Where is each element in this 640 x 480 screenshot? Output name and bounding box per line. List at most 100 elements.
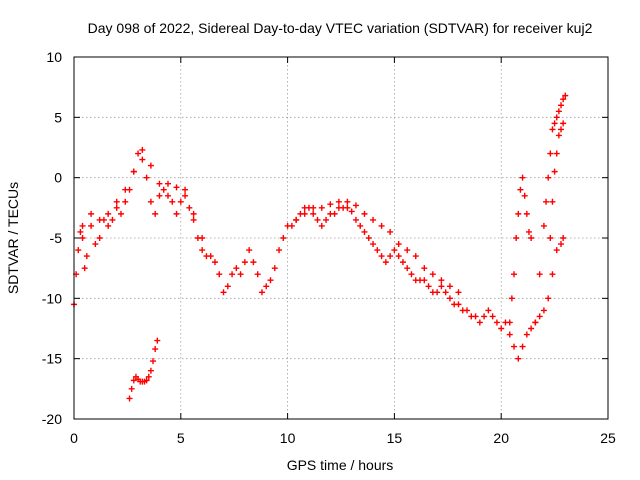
data-point [288, 222, 295, 229]
chart-title: Day 098 of 2022, Sidereal Day-to-day VTE… [88, 20, 593, 36]
data-point [558, 102, 565, 109]
data-point [164, 180, 171, 187]
data-point [154, 337, 161, 344]
data-point [551, 120, 558, 127]
data-point [404, 247, 411, 254]
data-point [267, 277, 274, 284]
data-point [130, 377, 137, 384]
data-point [425, 283, 432, 290]
data-point [83, 253, 90, 260]
data-point [237, 271, 244, 278]
data-point [374, 247, 381, 254]
data-point [511, 271, 518, 278]
data-point [173, 184, 180, 191]
data-point [523, 210, 530, 217]
data-point [150, 358, 157, 365]
data-point [323, 216, 330, 223]
data-point [517, 186, 524, 193]
data-point [169, 198, 176, 205]
data-point [177, 198, 184, 205]
data-point [105, 222, 112, 229]
x-tick-label: 10 [280, 430, 296, 446]
axis-ticks: 0 5 10 15 20 25 -20 -15 -10 -5 0 5 10 [42, 49, 616, 446]
data-point [164, 192, 171, 199]
data-point [314, 216, 321, 223]
data-point [438, 283, 445, 290]
data-point [211, 259, 218, 266]
data-point [331, 210, 338, 217]
data-point [455, 301, 462, 308]
data-point [446, 295, 453, 302]
data-point [199, 247, 206, 254]
data-point [122, 198, 129, 205]
data-point [442, 289, 449, 296]
data-point [523, 331, 530, 338]
data-point [220, 289, 227, 296]
data-point [143, 174, 150, 181]
series-upper-band [79, 146, 462, 296]
data-point [446, 283, 453, 290]
data-point [96, 235, 103, 241]
data-point [543, 198, 550, 205]
x-tick-label: 20 [493, 430, 509, 446]
data-point [481, 313, 488, 320]
data-point [130, 168, 137, 175]
data-point [293, 216, 300, 223]
data-point [553, 114, 560, 121]
data-point [536, 313, 543, 320]
data-point [233, 265, 240, 272]
data-point [560, 120, 567, 127]
data-point [508, 295, 515, 302]
grid-lines [74, 57, 608, 419]
data-point [113, 198, 120, 205]
data-point [506, 331, 513, 338]
data-point [156, 192, 163, 199]
data-point [551, 168, 558, 175]
data-point [378, 222, 385, 229]
data-point [88, 222, 95, 229]
data-point [370, 241, 377, 248]
data-point [387, 228, 394, 235]
data-point [147, 198, 154, 205]
data-point [404, 265, 411, 272]
data-point [525, 228, 532, 235]
data-point [173, 210, 180, 217]
y-tick-label: 0 [54, 170, 62, 186]
data-point [139, 146, 146, 153]
data-point [408, 271, 415, 278]
data-point [391, 247, 398, 254]
data-point [156, 180, 163, 187]
data-point [489, 313, 496, 320]
data-point [545, 174, 552, 181]
data-point [160, 186, 167, 193]
data-point [147, 162, 154, 169]
data-point [224, 283, 231, 290]
data-point [263, 283, 270, 290]
data-point [81, 265, 88, 272]
series-main [71, 150, 567, 362]
data-point [515, 355, 522, 362]
data-point [105, 210, 112, 217]
data-point [521, 192, 528, 199]
data-point [348, 208, 355, 215]
series-isolated-low [126, 337, 161, 402]
data-point [547, 150, 554, 157]
x-tick-label: 25 [600, 430, 616, 446]
data-point [152, 210, 159, 217]
data-point [365, 235, 372, 241]
y-tick-label: -10 [42, 290, 62, 306]
data-point [555, 132, 562, 139]
x-tick-label: 15 [387, 430, 403, 446]
data-point [139, 156, 146, 163]
data-point [540, 307, 547, 314]
data-point [182, 186, 189, 193]
data-point [476, 319, 483, 326]
data-point [553, 150, 560, 157]
data-point [216, 271, 223, 278]
data-point [246, 247, 253, 254]
data-point [344, 198, 351, 205]
data-point [182, 192, 189, 199]
data-point [122, 186, 129, 193]
data-point [549, 198, 556, 205]
